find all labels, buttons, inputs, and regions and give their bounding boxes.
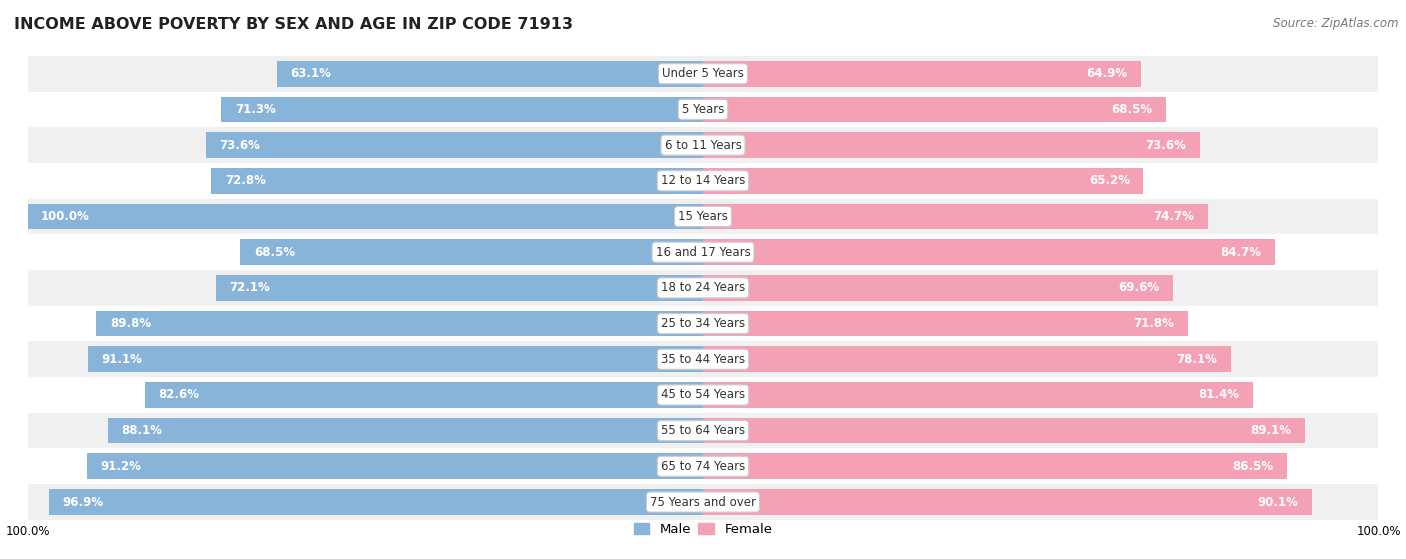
Bar [28,198,1378,234]
Bar [28,56,1378,92]
Bar [28,203,703,229]
Text: 16 and 17 Years: 16 and 17 Years [655,246,751,259]
Text: 71.8%: 71.8% [1133,317,1174,330]
Bar [28,163,1378,198]
Bar [703,61,1142,87]
Bar [28,306,1378,342]
Bar [221,97,703,122]
Text: 90.1%: 90.1% [1257,495,1298,509]
Bar [703,489,1312,515]
Bar [703,203,1208,229]
Bar [108,418,703,443]
Bar [28,377,1378,413]
Text: 65.2%: 65.2% [1088,174,1130,187]
Text: 72.8%: 72.8% [225,174,266,187]
Text: 88.1%: 88.1% [121,424,163,437]
Bar [703,168,1143,193]
Text: 72.1%: 72.1% [229,281,270,295]
Text: 91.2%: 91.2% [100,460,142,473]
Text: 89.1%: 89.1% [1250,424,1291,437]
Text: 6 to 11 Years: 6 to 11 Years [665,139,741,151]
Text: 68.5%: 68.5% [254,246,295,259]
Text: 25 to 34 Years: 25 to 34 Years [661,317,745,330]
Bar [703,453,1288,479]
Text: Under 5 Years: Under 5 Years [662,67,744,80]
Bar [240,239,703,265]
Text: Source: ZipAtlas.com: Source: ZipAtlas.com [1274,17,1399,30]
Bar [703,347,1230,372]
Text: 68.5%: 68.5% [1111,103,1152,116]
Text: 5 Years: 5 Years [682,103,724,116]
Bar [28,127,1378,163]
Text: 74.7%: 74.7% [1153,210,1194,223]
Bar [28,92,1378,127]
Bar [28,270,1378,306]
Text: 69.6%: 69.6% [1118,281,1160,295]
Bar [703,275,1173,301]
Text: 12 to 14 Years: 12 to 14 Years [661,174,745,187]
Text: INCOME ABOVE POVERTY BY SEX AND AGE IN ZIP CODE 71913: INCOME ABOVE POVERTY BY SEX AND AGE IN Z… [14,17,574,32]
Text: 64.9%: 64.9% [1087,67,1128,80]
Bar [703,311,1188,337]
Text: 65 to 74 Years: 65 to 74 Years [661,460,745,473]
Bar [217,275,703,301]
Bar [703,239,1275,265]
Bar [28,413,1378,448]
Text: 18 to 24 Years: 18 to 24 Years [661,281,745,295]
Text: 86.5%: 86.5% [1233,460,1274,473]
Text: 73.6%: 73.6% [219,139,260,151]
Text: 71.3%: 71.3% [235,103,276,116]
Bar [211,168,703,193]
Bar [703,97,1166,122]
Text: 91.1%: 91.1% [101,353,142,366]
Bar [145,382,703,408]
Bar [48,489,703,515]
Bar [28,234,1378,270]
Bar [703,418,1305,443]
Text: 100.0%: 100.0% [41,210,90,223]
Text: 81.4%: 81.4% [1198,389,1239,401]
Text: 75 Years and over: 75 Years and over [650,495,756,509]
Text: 84.7%: 84.7% [1220,246,1261,259]
Text: 55 to 64 Years: 55 to 64 Years [661,424,745,437]
Legend: Male, Female: Male, Female [628,518,778,541]
Bar [277,61,703,87]
Text: 15 Years: 15 Years [678,210,728,223]
Text: 82.6%: 82.6% [159,389,200,401]
Text: 73.6%: 73.6% [1146,139,1187,151]
Text: 89.8%: 89.8% [110,317,150,330]
Bar [28,448,1378,484]
Bar [87,453,703,479]
Bar [97,311,703,337]
Bar [28,484,1378,520]
Text: 78.1%: 78.1% [1177,353,1218,366]
Text: 63.1%: 63.1% [290,67,332,80]
Bar [703,382,1253,408]
Bar [87,347,703,372]
Text: 45 to 54 Years: 45 to 54 Years [661,389,745,401]
Bar [205,132,703,158]
Text: 35 to 44 Years: 35 to 44 Years [661,353,745,366]
Bar [703,132,1201,158]
Bar [28,342,1378,377]
Text: 96.9%: 96.9% [62,495,103,509]
